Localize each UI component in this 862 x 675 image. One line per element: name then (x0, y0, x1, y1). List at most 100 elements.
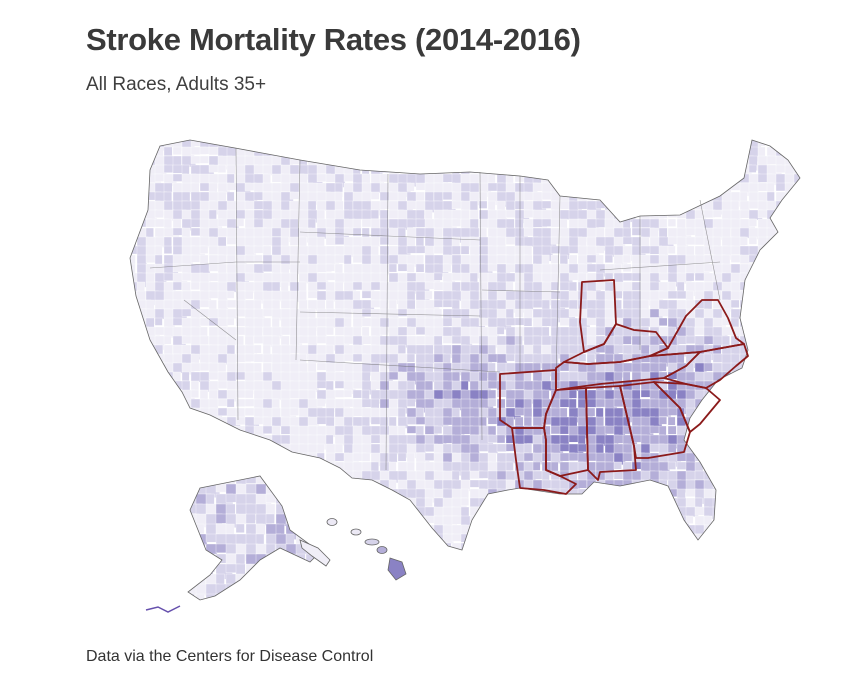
county-cell (136, 434, 145, 449)
county-cell (298, 479, 314, 488)
hawaii-island-maui (376, 546, 388, 554)
county-cell (496, 542, 512, 550)
county-cell (604, 488, 617, 504)
county-cell (496, 515, 512, 529)
county-cell (145, 506, 155, 520)
county-cell (305, 583, 315, 595)
county-cell (730, 389, 743, 405)
county-cell (730, 542, 744, 550)
county-cell (226, 164, 236, 175)
county-cell (631, 506, 640, 516)
state-boundary (387, 235, 481, 241)
county-cell (694, 425, 706, 441)
county-cell (424, 191, 435, 203)
county-cell (676, 155, 692, 171)
county-cell (315, 513, 320, 530)
county-cell (766, 515, 776, 530)
county-cell (712, 173, 723, 182)
county-cell (541, 191, 552, 201)
county-cell (775, 452, 788, 463)
county-cell (658, 479, 668, 495)
county-cell (514, 308, 524, 318)
county-cell (130, 191, 139, 203)
county-cell (505, 524, 521, 534)
county-cell (793, 389, 800, 398)
county-cell (316, 299, 326, 311)
county-cell (487, 524, 502, 538)
county-cell (514, 524, 525, 536)
county-cell (523, 317, 533, 327)
county-cell (622, 488, 635, 501)
county-cell (289, 461, 299, 474)
county-cell (136, 200, 150, 210)
county-cell (622, 182, 631, 194)
county-cell (730, 533, 746, 547)
county-cell (181, 434, 191, 448)
county-cell (188, 523, 198, 540)
county-cell (739, 146, 748, 161)
county-cell (217, 461, 232, 475)
county-cell (685, 533, 696, 542)
county-cell (406, 155, 420, 172)
county-cell (188, 476, 203, 484)
county-cell (226, 317, 235, 326)
county-cell (703, 425, 713, 436)
county-cell (586, 515, 596, 531)
county-cell (793, 488, 800, 498)
county-cell (550, 416, 561, 427)
county-cell (748, 497, 764, 509)
county-cell (130, 443, 143, 459)
county-cell (766, 443, 775, 455)
county-cell (298, 470, 307, 483)
county-cell (739, 308, 751, 317)
county-cell (136, 380, 150, 389)
county-cell (130, 398, 142, 412)
county-cell (442, 164, 452, 174)
county-cell (298, 506, 309, 518)
county-cell (145, 416, 156, 432)
county-cell (334, 488, 351, 505)
county-cell (253, 452, 267, 465)
county-cell (730, 416, 741, 430)
county-cell (568, 506, 579, 515)
county-cell (244, 452, 259, 469)
county-cell (199, 434, 216, 448)
county-cell (199, 299, 210, 308)
county-cell (361, 479, 371, 496)
county-cell (748, 533, 759, 545)
county-cell (379, 140, 389, 149)
county-cell (208, 263, 220, 272)
county-cell (460, 497, 470, 506)
county-cell (305, 476, 316, 491)
county-cell (136, 362, 146, 378)
county-cell (275, 573, 287, 589)
county-cell (244, 389, 254, 399)
county-cell (505, 353, 515, 362)
county-cell (622, 254, 631, 264)
county-cell (775, 542, 784, 550)
county-cell (505, 155, 519, 168)
county-cell (190, 533, 201, 543)
county-cell (793, 515, 800, 526)
county-cell (496, 164, 505, 175)
county-cell (577, 146, 594, 163)
county-cell (199, 416, 214, 429)
county-cell (181, 443, 192, 456)
county-cell (130, 254, 136, 265)
county-cell (235, 416, 247, 426)
county-cell (631, 191, 642, 200)
county-cell (451, 533, 463, 542)
county-cell (613, 140, 628, 149)
county-cell (766, 140, 776, 147)
county-cell (532, 398, 543, 410)
county-cell (784, 434, 794, 444)
county-cell (226, 245, 236, 257)
county-cell (289, 470, 300, 482)
county-cell (298, 140, 309, 149)
county-cell (793, 209, 800, 223)
county-cell (766, 299, 780, 308)
county-cell (433, 245, 445, 254)
county-cell (352, 506, 364, 516)
county-cell (667, 140, 679, 147)
county-cell (265, 476, 278, 486)
